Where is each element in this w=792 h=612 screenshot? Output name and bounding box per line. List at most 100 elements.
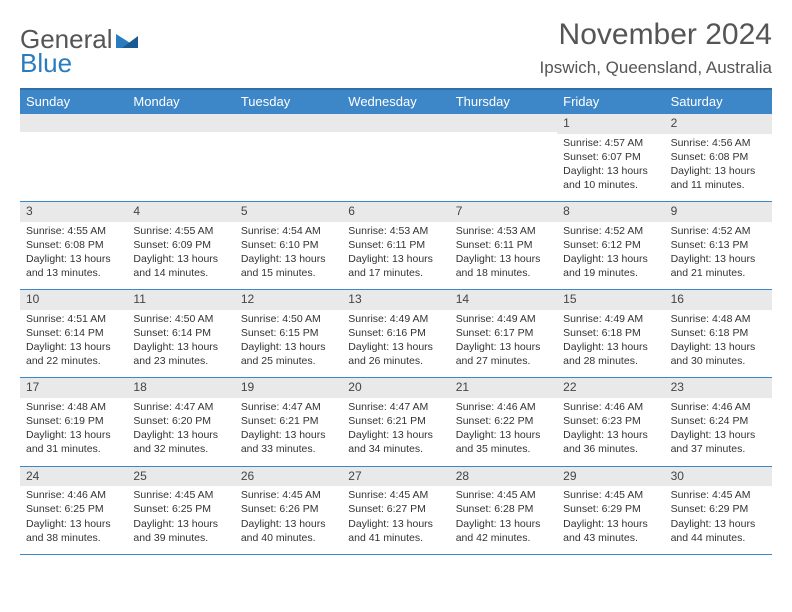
day-cell: 27Sunrise: 4:45 AMSunset: 6:27 PMDayligh… (342, 467, 449, 554)
daylight-text: Daylight: 13 hours (26, 341, 121, 355)
page-header: General November 2024 Ipswich, Queenslan… (20, 18, 772, 78)
day-body: Sunrise: 4:47 AMSunset: 6:21 PMDaylight:… (235, 398, 342, 466)
sunrise-text: Sunrise: 4:46 AM (671, 401, 766, 415)
daylight-text: Daylight: 13 hours (241, 253, 336, 267)
daylight-text: and 26 minutes. (348, 355, 443, 369)
day-body: Sunrise: 4:54 AMSunset: 6:10 PMDaylight:… (235, 222, 342, 290)
sunset-text: Sunset: 6:26 PM (241, 503, 336, 517)
day-number: 19 (235, 378, 342, 398)
sunset-text: Sunset: 6:20 PM (133, 415, 228, 429)
daylight-text: and 31 minutes. (26, 443, 121, 457)
sunset-text: Sunset: 6:24 PM (671, 415, 766, 429)
day-number (20, 114, 127, 132)
sunrise-text: Sunrise: 4:45 AM (456, 489, 551, 503)
sunset-text: Sunset: 6:11 PM (348, 239, 443, 253)
day-cell: 28Sunrise: 4:45 AMSunset: 6:28 PMDayligh… (450, 467, 557, 554)
day-body: Sunrise: 4:47 AMSunset: 6:21 PMDaylight:… (342, 398, 449, 466)
sunset-text: Sunset: 6:16 PM (348, 327, 443, 341)
day-number: 28 (450, 467, 557, 487)
day-number: 26 (235, 467, 342, 487)
sunset-text: Sunset: 6:08 PM (671, 151, 766, 165)
day-number: 10 (20, 290, 127, 310)
day-cell: 3Sunrise: 4:55 AMSunset: 6:08 PMDaylight… (20, 202, 127, 289)
day-number: 7 (450, 202, 557, 222)
dayhdr-sun: Sunday (20, 90, 127, 113)
day-body: Sunrise: 4:51 AMSunset: 6:14 PMDaylight:… (20, 310, 127, 378)
day-cell: 29Sunrise: 4:45 AMSunset: 6:29 PMDayligh… (557, 467, 664, 554)
dayhdr-thu: Thursday (450, 90, 557, 113)
day-body: Sunrise: 4:53 AMSunset: 6:11 PMDaylight:… (450, 222, 557, 290)
daylight-text: and 23 minutes. (133, 355, 228, 369)
week-row: 24Sunrise: 4:46 AMSunset: 6:25 PMDayligh… (20, 466, 772, 555)
daylight-text: and 22 minutes. (26, 355, 121, 369)
daylight-text: Daylight: 13 hours (26, 429, 121, 443)
day-body: Sunrise: 4:45 AMSunset: 6:27 PMDaylight:… (342, 486, 449, 554)
daylight-text: and 19 minutes. (563, 267, 658, 281)
day-cell: 11Sunrise: 4:50 AMSunset: 6:14 PMDayligh… (127, 290, 234, 377)
day-number: 25 (127, 467, 234, 487)
sunset-text: Sunset: 6:29 PM (563, 503, 658, 517)
daylight-text: and 30 minutes. (671, 355, 766, 369)
day-cell: 10Sunrise: 4:51 AMSunset: 6:14 PMDayligh… (20, 290, 127, 377)
day-cell: 23Sunrise: 4:46 AMSunset: 6:24 PMDayligh… (665, 378, 772, 465)
day-body: Sunrise: 4:46 AMSunset: 6:25 PMDaylight:… (20, 486, 127, 554)
day-body: Sunrise: 4:46 AMSunset: 6:23 PMDaylight:… (557, 398, 664, 466)
sunset-text: Sunset: 6:14 PM (26, 327, 121, 341)
day-body: Sunrise: 4:50 AMSunset: 6:15 PMDaylight:… (235, 310, 342, 378)
day-cell: 4Sunrise: 4:55 AMSunset: 6:09 PMDaylight… (127, 202, 234, 289)
daylight-text: and 14 minutes. (133, 267, 228, 281)
month-title: November 2024 (540, 18, 772, 52)
day-cell: 14Sunrise: 4:49 AMSunset: 6:17 PMDayligh… (450, 290, 557, 377)
day-cell: 13 Sunrise: 4:49 AMSunset: 6:16 PMDayligh… (342, 290, 449, 377)
week-row: 17Sunrise: 4:48 AMSunset: 6:19 PMDayligh… (20, 377, 772, 465)
daylight-text: and 35 minutes. (456, 443, 551, 457)
day-body: Sunrise: 4:49 AMSunset: 6:18 PMDaylight:… (557, 310, 664, 378)
day-number: 14 (450, 290, 557, 310)
daylight-text: Daylight: 13 hours (26, 518, 121, 532)
daylight-text: Daylight: 13 hours (348, 518, 443, 532)
day-cell: 9Sunrise: 4:52 AMSunset: 6:13 PMDaylight… (665, 202, 772, 289)
day-body: Sunrise: 4:47 AMSunset: 6:20 PMDaylight:… (127, 398, 234, 466)
daylight-text: Daylight: 13 hours (133, 341, 228, 355)
sunset-text: Sunset: 6:21 PM (348, 415, 443, 429)
day-cell: 15Sunrise: 4:49 AMSunset: 6:18 PMDayligh… (557, 290, 664, 377)
daylight-text: and 32 minutes. (133, 443, 228, 457)
daylight-text: Daylight: 13 hours (563, 429, 658, 443)
daylight-text: and 41 minutes. (348, 532, 443, 546)
day-number: 27 (342, 467, 449, 487)
sunrise-text: Sunrise: 4:47 AM (348, 401, 443, 415)
daylight-text: Daylight: 13 hours (671, 253, 766, 267)
sunrise-text: Sunrise: 4:49 AM (348, 313, 443, 327)
day-number (127, 114, 234, 132)
sunset-text: Sunset: 6:27 PM (348, 503, 443, 517)
daylight-text: and 40 minutes. (241, 532, 336, 546)
daylight-text: and 38 minutes. (26, 532, 121, 546)
daylight-text: and 34 minutes. (348, 443, 443, 457)
day-body: Sunrise: 4:46 AMSunset: 6:22 PMDaylight:… (450, 398, 557, 466)
sunrise-text: Sunrise: 4:45 AM (348, 489, 443, 503)
daylight-text: and 25 minutes. (241, 355, 336, 369)
sunset-text: Sunset: 6:25 PM (26, 503, 121, 517)
day-number: 12 (235, 290, 342, 310)
daylight-text: Daylight: 13 hours (348, 341, 443, 355)
sunrise-text: Sunrise: 4:51 AM (26, 313, 121, 327)
sunrise-text: Sunrise: 4:48 AM (26, 401, 121, 415)
dayhdr-wed: Wednesday (342, 90, 449, 113)
sunrise-text: Sunrise: 4:49 AM (563, 313, 658, 327)
dayhdr-fri: Friday (557, 90, 664, 113)
day-number: 13 (342, 290, 449, 310)
title-block: November 2024 Ipswich, Queensland, Austr… (540, 18, 772, 78)
daylight-text: and 11 minutes. (671, 179, 766, 193)
sunset-text: Sunset: 6:29 PM (671, 503, 766, 517)
brand-part2: Blue (20, 48, 72, 79)
day-number: 16 (665, 290, 772, 310)
sunrise-text: Sunrise: 4:49 AM (456, 313, 551, 327)
day-body: Sunrise: 4:50 AMSunset: 6:14 PMDaylight:… (127, 310, 234, 378)
daylight-text: and 37 minutes. (671, 443, 766, 457)
daylight-text: and 28 minutes. (563, 355, 658, 369)
day-number: 30 (665, 467, 772, 487)
day-cell: 20Sunrise: 4:47 AMSunset: 6:21 PMDayligh… (342, 378, 449, 465)
day-body: Sunrise: 4:49 AMSunset: 6:17 PMDaylight:… (450, 310, 557, 378)
sunset-text: Sunset: 6:23 PM (563, 415, 658, 429)
sunrise-text: Sunrise: 4:48 AM (671, 313, 766, 327)
